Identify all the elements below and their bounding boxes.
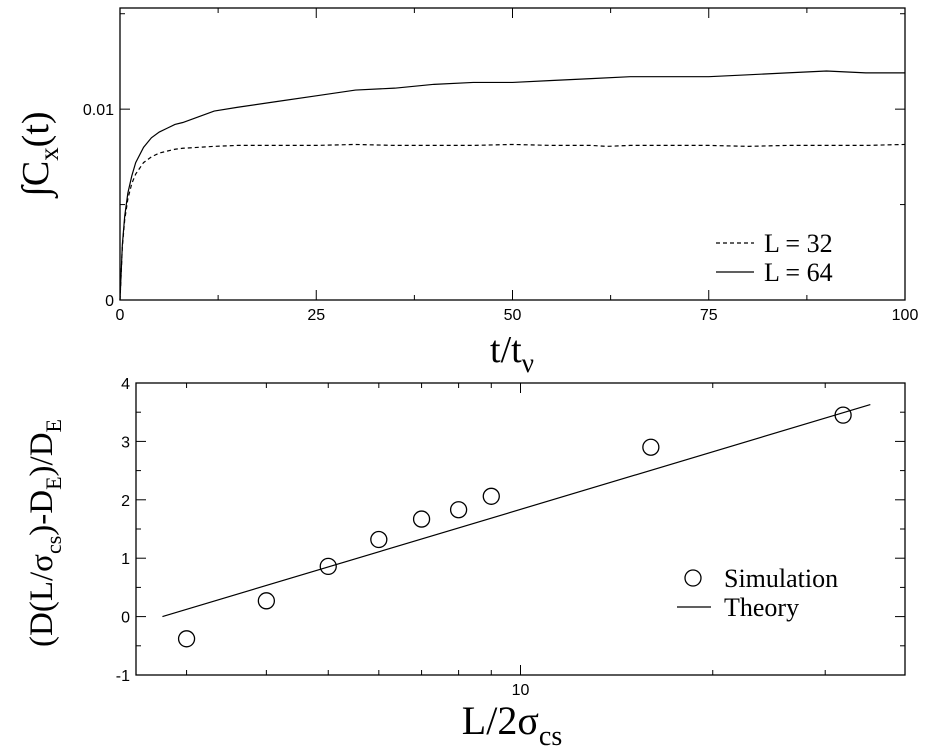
top-y-tick-label: 0 <box>105 293 114 310</box>
simulation-point <box>319 557 337 576</box>
bottom-y-axis-title: (D(L/σcs)-DE)/DE <box>24 419 66 647</box>
simulation-point <box>412 510 431 528</box>
top-x-tick-label: 100 <box>892 307 919 324</box>
top-series-group <box>119 70 906 301</box>
top-x-title-main: t/t <box>490 329 522 371</box>
top-series-line-l64 <box>119 70 905 301</box>
top-axis-ticks: 0 25 50 75 100 0 0.01 <box>83 8 919 324</box>
top-y-tick-label: 0.01 <box>83 102 114 119</box>
top-panel: 0 25 50 75 100 0 0.01 t/tν ∫Cx(t) L = 32 L = 6… <box>15 7 919 378</box>
top-x-tick-label: 0 <box>116 307 125 324</box>
top-series-line-l32 <box>119 143 906 301</box>
bottom-y-title-post: )/D <box>24 432 60 476</box>
legend-marker-simulation <box>684 569 702 587</box>
bottom-y-tick-label: -1 <box>116 668 130 685</box>
bottom-y-tick-label: 2 <box>121 493 130 510</box>
bottom-x-tick-label: 10 <box>512 682 530 699</box>
top-y-title-sub: x <box>34 147 64 161</box>
top-y-axis-title: ∫Cx(t) <box>15 111 64 198</box>
legend-label-l64: L = 64 <box>764 258 833 287</box>
top-legend: L = 32 L = 64 <box>716 229 833 287</box>
bottom-y-title-sub2: E <box>41 476 66 489</box>
simulation-point <box>257 592 276 610</box>
bottom-axis-ticks: 10 -1 0 1 2 3 4 <box>116 376 905 699</box>
simulation-point <box>482 487 500 505</box>
bottom-y-tick-label: 4 <box>121 376 130 393</box>
bottom-series-group <box>162 404 871 648</box>
bottom-y-tick-label: 0 <box>121 610 130 627</box>
simulation-point <box>370 530 388 549</box>
bottom-x-axis-title: L/2σcs <box>462 698 562 752</box>
bottom-y-tick-label: 3 <box>121 434 130 451</box>
theory-line <box>162 404 871 618</box>
legend-label-simulation: Simulation <box>724 564 838 593</box>
bottom-y-title-sub3: E <box>41 419 66 432</box>
bottom-x-title-sub: cs <box>539 721 562 752</box>
bottom-legend: Simulation Theory <box>677 564 838 622</box>
top-x-tick-label: 50 <box>504 307 522 324</box>
bottom-y-title-sub1: cs <box>41 536 66 554</box>
bottom-y-title-mid: )-D <box>24 490 60 536</box>
simulation-point <box>642 438 660 456</box>
bottom-y-tick-label: 1 <box>121 551 130 568</box>
top-x-tick-label: 25 <box>307 307 325 324</box>
simulation-point <box>449 501 468 519</box>
top-x-title-sub: ν <box>522 348 534 378</box>
top-x-tick-label: 75 <box>700 307 718 324</box>
top-y-title-main: ∫C <box>15 161 59 199</box>
bottom-y-title-pre: (D(L/σ <box>24 554 60 647</box>
top-y-title-tail: (t) <box>15 111 57 147</box>
top-x-axis-title: t/tν <box>490 329 534 378</box>
legend-label-l32: L = 32 <box>764 229 833 258</box>
bottom-x-title-main: L/2σ <box>462 698 539 743</box>
simulation-point <box>834 406 852 424</box>
simulation-point <box>177 630 196 648</box>
legend-label-theory: Theory <box>724 593 799 622</box>
bottom-plot-frame <box>135 382 906 676</box>
